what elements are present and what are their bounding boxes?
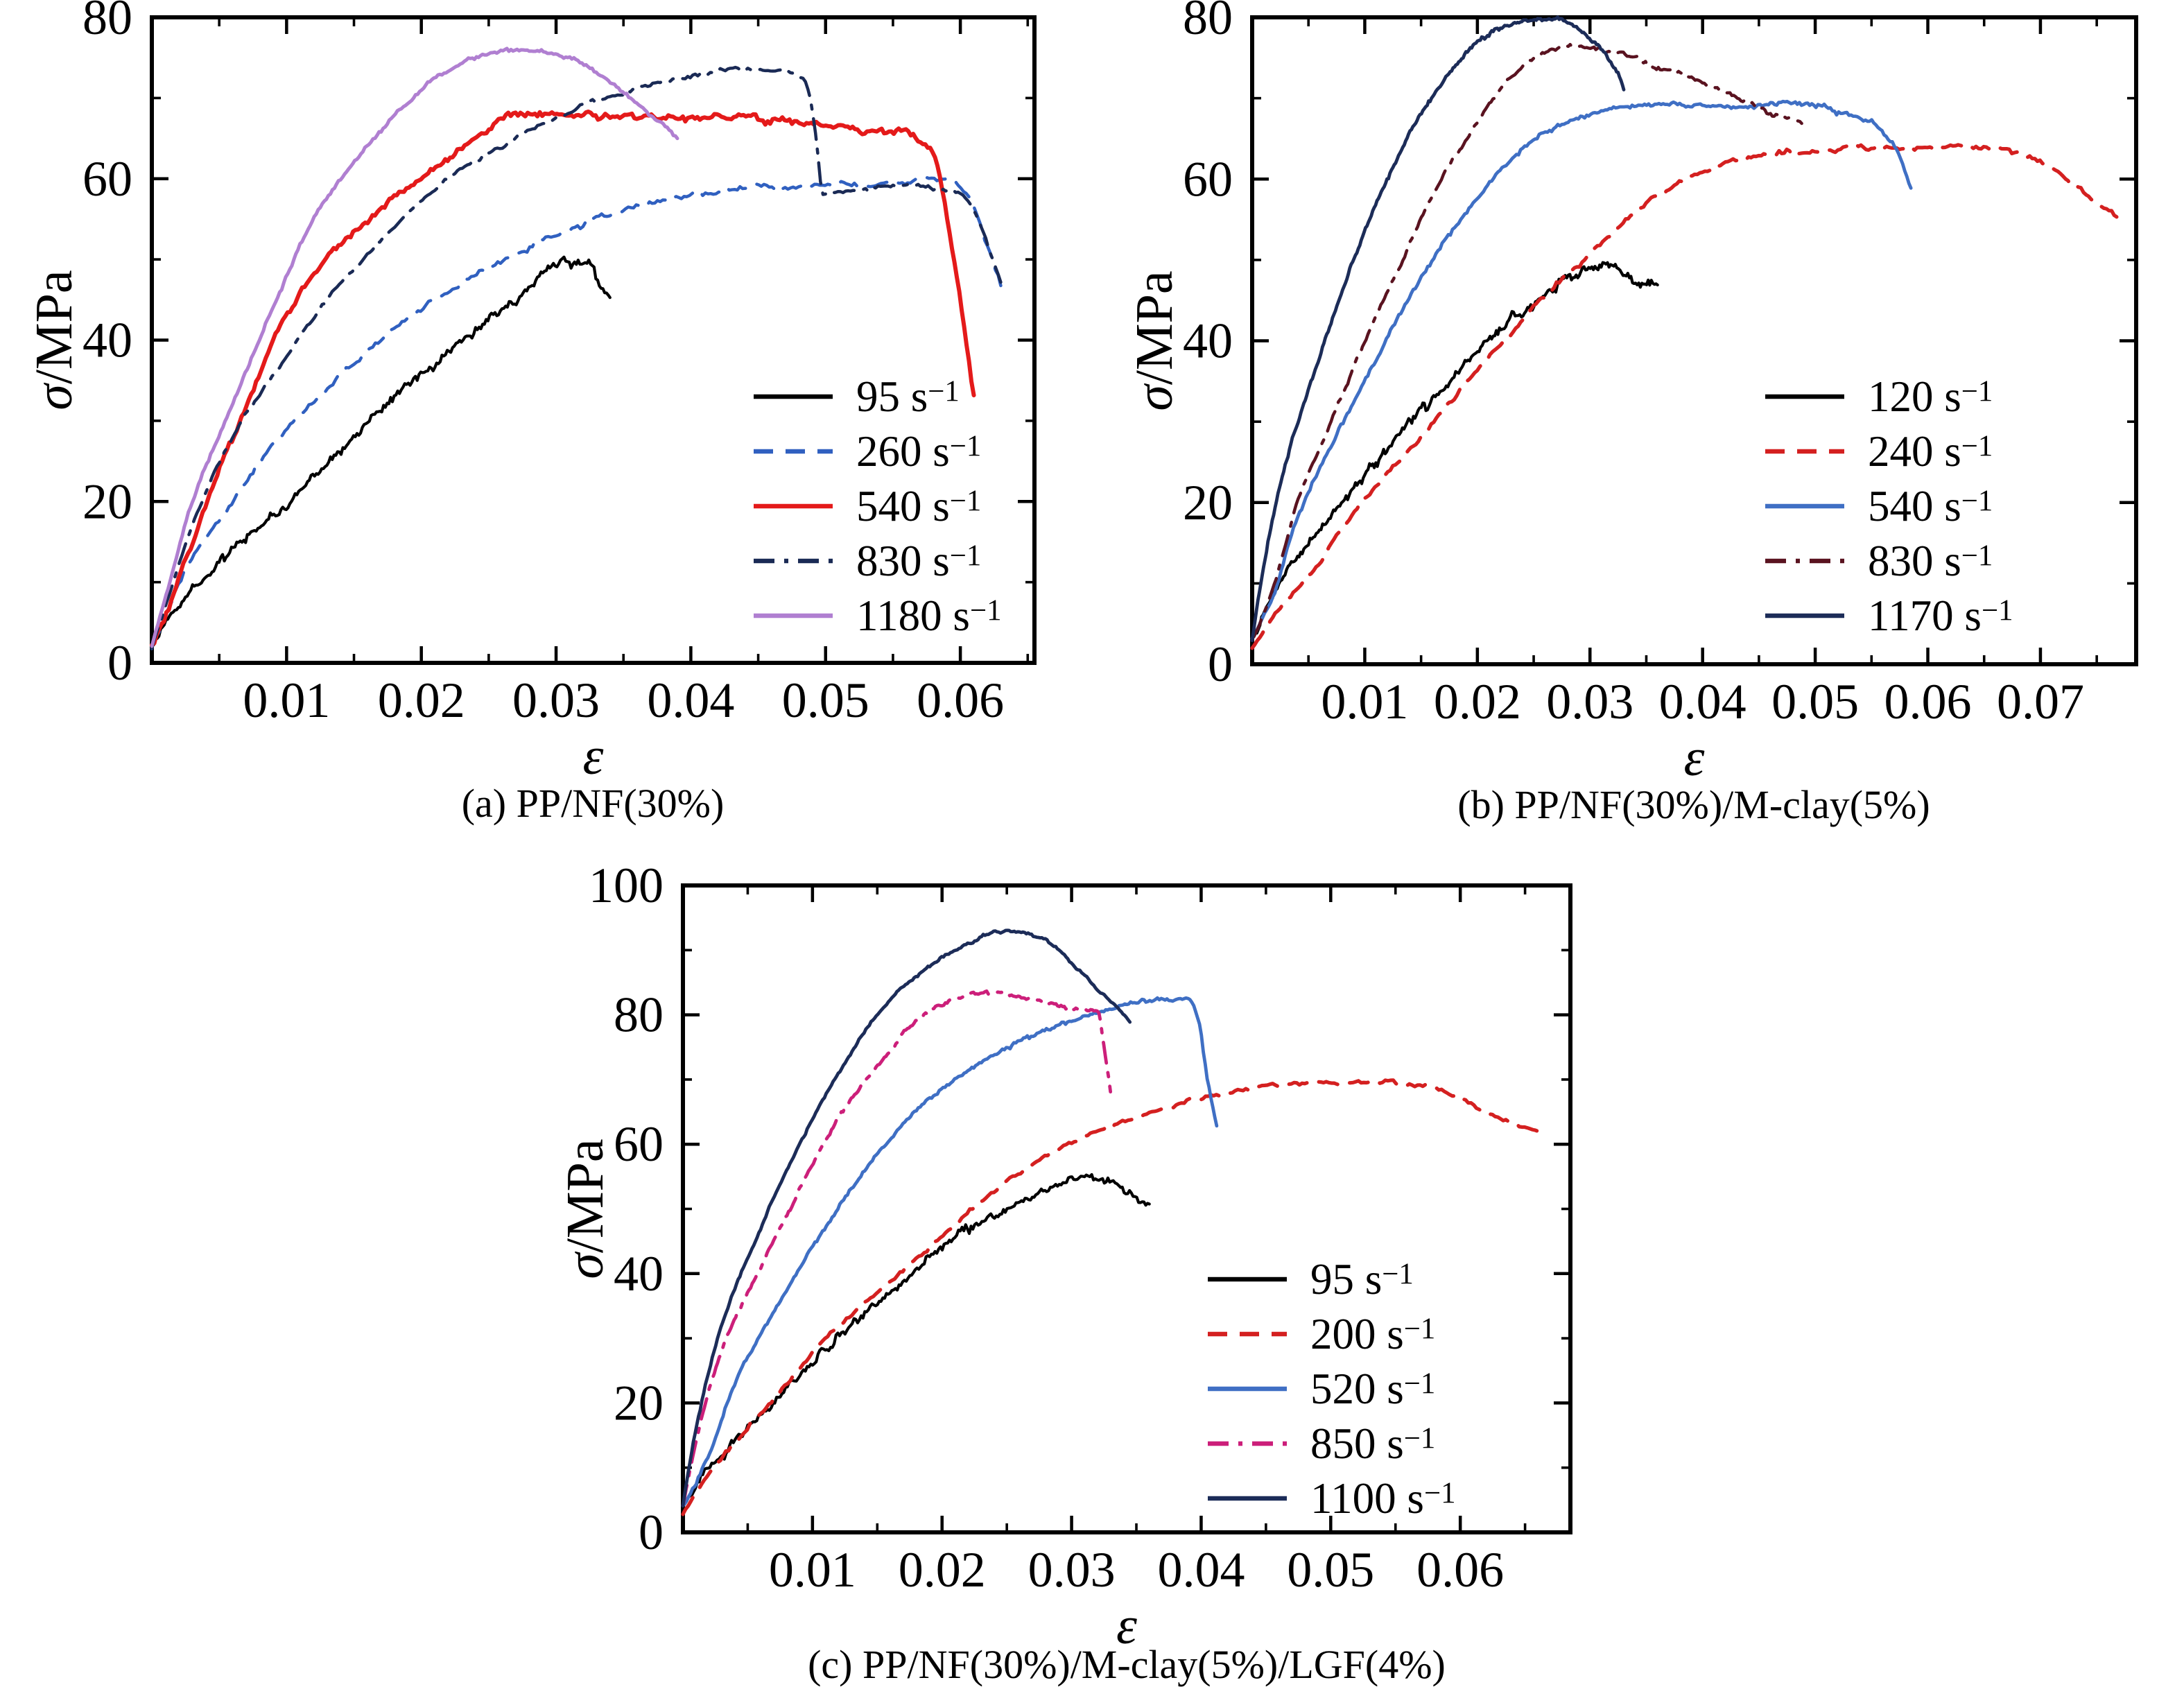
svg-text:ε: ε	[1684, 729, 1705, 787]
svg-text:σ/MPa: σ/MPa	[25, 270, 83, 410]
svg-text:0.03: 0.03	[1546, 674, 1633, 729]
svg-text:(a) PP/NF(30%): (a) PP/NF(30%)	[462, 781, 725, 826]
svg-text:0.07: 0.07	[1997, 674, 2084, 729]
svg-text:σ/MPa: σ/MPa	[556, 1139, 614, 1279]
svg-text:0.03: 0.03	[1028, 1542, 1116, 1598]
svg-text:0.02: 0.02	[378, 673, 465, 728]
svg-text:0: 0	[107, 635, 132, 691]
svg-text:80: 80	[83, 0, 132, 45]
svg-text:0.03: 0.03	[512, 673, 600, 728]
svg-text:0.01: 0.01	[243, 673, 330, 728]
svg-text:60: 60	[614, 1116, 664, 1172]
svg-text:80: 80	[1183, 0, 1233, 45]
svg-text:20: 20	[1183, 475, 1233, 530]
svg-text:80: 80	[614, 987, 664, 1043]
svg-text:60: 60	[1183, 151, 1233, 207]
svg-text:0.01: 0.01	[769, 1542, 856, 1598]
svg-text:ε: ε	[583, 727, 604, 786]
svg-text:0: 0	[639, 1505, 664, 1560]
svg-text:(b) PP/NF(30%)/M-clay(5%): (b) PP/NF(30%)/M-clay(5%)	[1457, 782, 1930, 827]
svg-text:20: 20	[83, 474, 132, 529]
svg-text:σ/MPa: σ/MPa	[1125, 270, 1184, 410]
svg-text:0.06: 0.06	[917, 673, 1004, 728]
svg-text:0.05: 0.05	[1771, 674, 1859, 729]
svg-text:0.06: 0.06	[1416, 1542, 1504, 1598]
svg-text:0.06: 0.06	[1884, 674, 1972, 729]
svg-text:(c) PP/NF(30%)/M-clay(5%)/LGF(: (c) PP/NF(30%)/M-clay(5%)/LGF(4%)	[808, 1642, 1446, 1687]
svg-text:40: 40	[1183, 313, 1233, 369]
svg-text:0.04: 0.04	[1659, 674, 1747, 729]
svg-text:60: 60	[83, 151, 132, 207]
svg-text:0.05: 0.05	[782, 673, 869, 728]
svg-text:0.02: 0.02	[1434, 674, 1521, 729]
svg-text:40: 40	[614, 1246, 664, 1301]
svg-text:0: 0	[1208, 637, 1233, 692]
svg-text:0.05: 0.05	[1287, 1542, 1374, 1598]
svg-text:40: 40	[83, 313, 132, 368]
svg-text:0.01: 0.01	[1321, 674, 1408, 729]
svg-text:20: 20	[614, 1375, 664, 1430]
svg-text:0.04: 0.04	[1157, 1542, 1245, 1598]
svg-text:0.02: 0.02	[899, 1542, 986, 1598]
svg-text:0.04: 0.04	[647, 673, 734, 728]
svg-text:100: 100	[589, 858, 664, 913]
